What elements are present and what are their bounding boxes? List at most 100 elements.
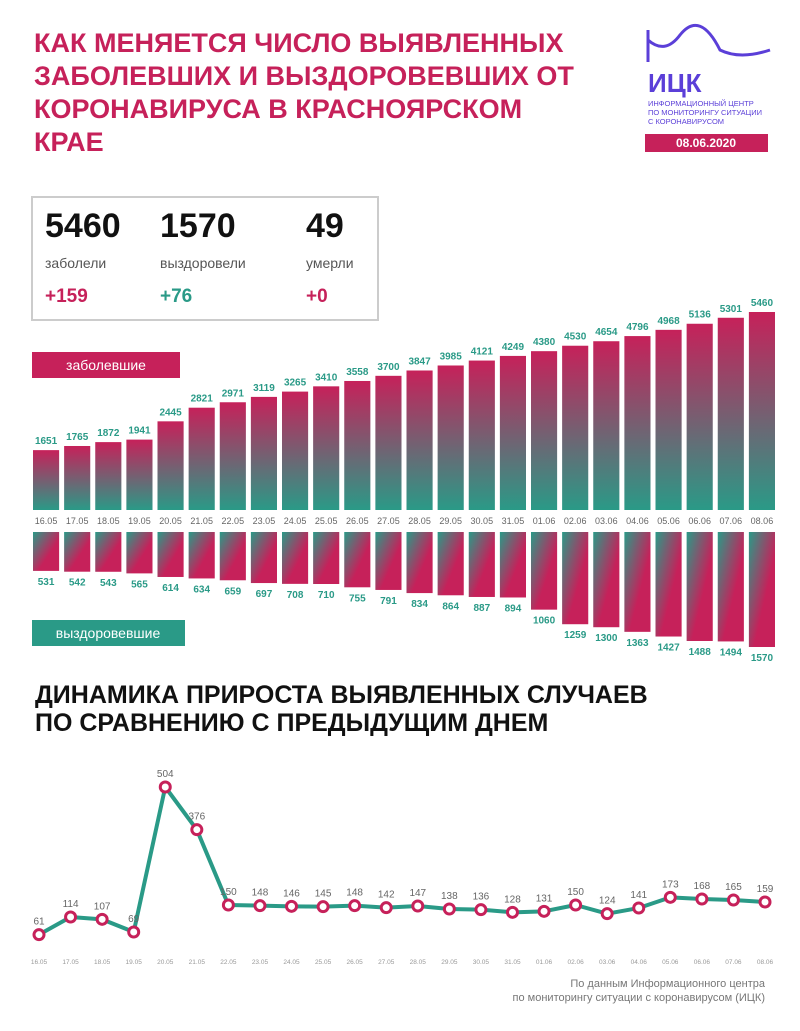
x-tick-label: 24.05: [284, 516, 307, 526]
value-label: 3985: [440, 351, 463, 362]
stat-value: 1570: [160, 207, 236, 245]
value-label: 4380: [533, 337, 556, 348]
logo-mark: [646, 24, 771, 62]
value-label: 755: [349, 593, 366, 604]
date: 08.06.2020: [676, 136, 736, 150]
value-label: 614: [162, 583, 179, 594]
x-tick-label: 17.05: [66, 516, 89, 526]
bar: [624, 532, 651, 632]
line-chart-title: ДИНАМИКА ПРИРОСТА ВЫЯВЛЕННЫХ СЛУЧАЕВ: [35, 681, 648, 709]
marker: [285, 899, 299, 913]
logo-subtitle: ПО МОНИТОРИНГУ СИТУАЦИИ: [648, 108, 762, 117]
value-label: 1060: [533, 616, 556, 627]
bar: [375, 532, 402, 590]
marker: [442, 902, 456, 916]
bar: [33, 450, 60, 510]
value-label: 565: [131, 579, 148, 590]
x-tick-label: 25.05: [315, 516, 338, 526]
bar: [344, 380, 371, 510]
marker: [32, 928, 46, 942]
stat-delta: +159: [45, 286, 88, 307]
source: По данным Информационного центра: [570, 978, 766, 990]
bar: [437, 532, 464, 596]
bar: [95, 442, 122, 510]
bar: [64, 532, 91, 572]
title-line: КОРОНАВИРУСА В КРАСНОЯРСКОМ: [34, 94, 522, 124]
legend-label: выздоровевшие: [56, 625, 161, 641]
title: КАК МЕНЯЕТСЯ ЧИСЛО ВЫЯВЛЕННЫХ ЗАБОЛЕВШИХ…: [34, 28, 574, 157]
line: [38, 785, 766, 937]
x-tick-label: 31.05: [504, 959, 521, 966]
marker: [411, 899, 425, 913]
stat-delta: +76: [160, 286, 192, 307]
marker: [758, 895, 772, 909]
bar: [344, 532, 371, 588]
bar: [717, 532, 744, 642]
value-label: 124: [599, 896, 616, 907]
value-label: 145: [315, 889, 332, 900]
bar: [686, 323, 713, 510]
x-tick-label: 02.06: [567, 959, 584, 966]
value-label: 543: [100, 578, 117, 589]
x-tick-label: 21.05: [189, 959, 206, 966]
value-label: 894: [505, 603, 522, 614]
marker: [379, 901, 393, 915]
x-tick-label: 05.06: [662, 959, 679, 966]
value-label: 3847: [408, 356, 431, 367]
value-label: 1488: [689, 647, 712, 658]
x-tick-label: 26.05: [347, 959, 364, 966]
value-label: 114: [63, 899, 79, 910]
marker: [316, 900, 330, 914]
bar: [655, 532, 682, 637]
value-label: 148: [346, 888, 363, 899]
value-label: 69: [128, 914, 140, 925]
value-label: 2971: [222, 388, 245, 399]
x-tick-label: 27.05: [378, 959, 395, 966]
value-label: 542: [69, 578, 86, 589]
x-tick-label: 04.06: [631, 959, 648, 966]
value-label: 159: [757, 884, 774, 895]
bar: [188, 407, 215, 510]
x-tick-label: 23.05: [253, 516, 276, 526]
x-tick-label: 02.06: [564, 516, 587, 526]
x-tick-label: 03.06: [599, 959, 616, 966]
x-tick-label: 25.05: [315, 959, 332, 966]
value-label: 147: [409, 888, 426, 899]
x-tick-label: 06.06: [688, 516, 711, 526]
value-label: 1651: [35, 436, 58, 447]
value-label: 4530: [564, 332, 587, 343]
legend-label: заболевшие: [66, 357, 146, 373]
value-label: 128: [504, 894, 521, 905]
bar: [219, 532, 246, 581]
x-tick-label: 18.05: [94, 959, 111, 966]
bar: [468, 532, 495, 597]
bar: [282, 532, 309, 584]
marker: [726, 893, 740, 907]
marker: [537, 904, 551, 918]
value-label: 4121: [471, 347, 494, 358]
value-label: 150: [220, 887, 237, 898]
x-tick-label: 28.05: [408, 516, 431, 526]
value-label: 634: [193, 584, 210, 595]
x-tick-label: 22.05: [222, 516, 245, 526]
bar: [95, 532, 122, 572]
bar: [748, 312, 775, 510]
value-label: 1363: [626, 638, 649, 649]
bar: [313, 532, 340, 585]
x-tick-label: 27.05: [377, 516, 400, 526]
bar-chart: заболевшие выздоровевшие 1651 16.05 531 1765 1…: [32, 298, 775, 664]
bar: [531, 351, 558, 510]
bar: [717, 317, 744, 510]
value-label: 659: [224, 586, 241, 597]
value-label: 150: [567, 887, 584, 898]
marker: [64, 910, 78, 924]
x-tick-label: 30.05: [473, 959, 490, 966]
value-label: 1872: [97, 428, 120, 439]
bar: [406, 370, 433, 510]
value-label: 1300: [595, 633, 618, 644]
bar: [748, 532, 775, 647]
bar: [562, 532, 589, 625]
value-label: 834: [411, 599, 428, 610]
value-label: 61: [33, 917, 45, 928]
marker: [127, 925, 141, 939]
